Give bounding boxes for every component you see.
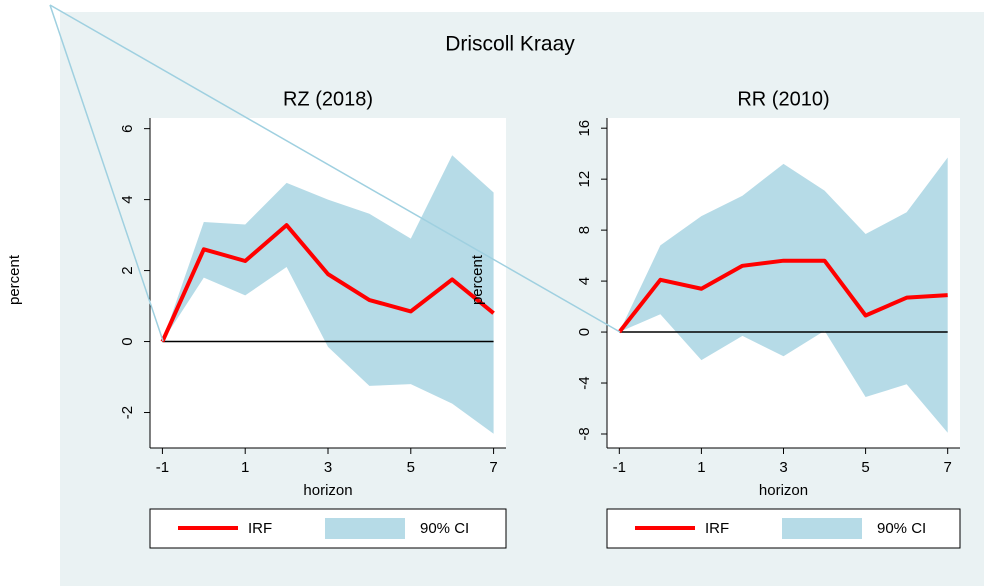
x-tick-label: -1: [613, 459, 626, 476]
legend-swatch: [782, 518, 862, 539]
y-tick-label: 16: [576, 120, 593, 137]
x-tick-label: 3: [779, 459, 787, 476]
y-tick-label: -2: [119, 406, 136, 419]
y-tick-label: 0: [576, 328, 593, 336]
x-tick-label: 1: [241, 459, 249, 476]
y-axis-label: percent: [6, 254, 23, 305]
x-tick-label: 7: [489, 459, 497, 476]
panel-title: RR (2010): [737, 88, 829, 110]
x-tick-label: 7: [944, 459, 952, 476]
y-tick-label: 8: [576, 226, 593, 234]
y-tick-label: 0: [119, 337, 136, 345]
irf-line: [160, 223, 495, 343]
irf-line: [617, 258, 948, 334]
y-tick-label: 4: [576, 277, 593, 285]
y-tick-label: 12: [576, 171, 593, 188]
y-tick-label: -4: [576, 376, 593, 389]
x-axis-label: horizon: [759, 482, 808, 499]
legend-label: IRF: [248, 520, 272, 537]
ci-band: [162, 155, 494, 434]
y-axis-label: percent: [469, 254, 486, 305]
x-tick-label: 3: [324, 459, 332, 476]
artifact-line: [49, 4, 164, 342]
legend-swatch: [325, 518, 405, 539]
x-tick-label: 5: [407, 459, 415, 476]
legend-label: 90% CI: [877, 520, 926, 537]
x-tick-label: 5: [861, 459, 869, 476]
legend-label: 90% CI: [420, 520, 469, 537]
y-tick-label: 2: [119, 266, 136, 274]
y-tick-label: 4: [119, 195, 136, 203]
y-tick-label: -8: [576, 427, 593, 440]
ci-band: [619, 157, 948, 433]
figure-title: Driscoll Kraay: [445, 33, 575, 56]
panel-title: RZ (2018): [283, 88, 373, 110]
x-axis-label: horizon: [303, 482, 352, 499]
x-tick-label: 1: [697, 459, 705, 476]
legend-label: IRF: [705, 520, 729, 537]
x-tick-label: -1: [156, 459, 169, 476]
y-tick-label: 6: [119, 124, 136, 132]
artifact-line: [49, 4, 621, 333]
